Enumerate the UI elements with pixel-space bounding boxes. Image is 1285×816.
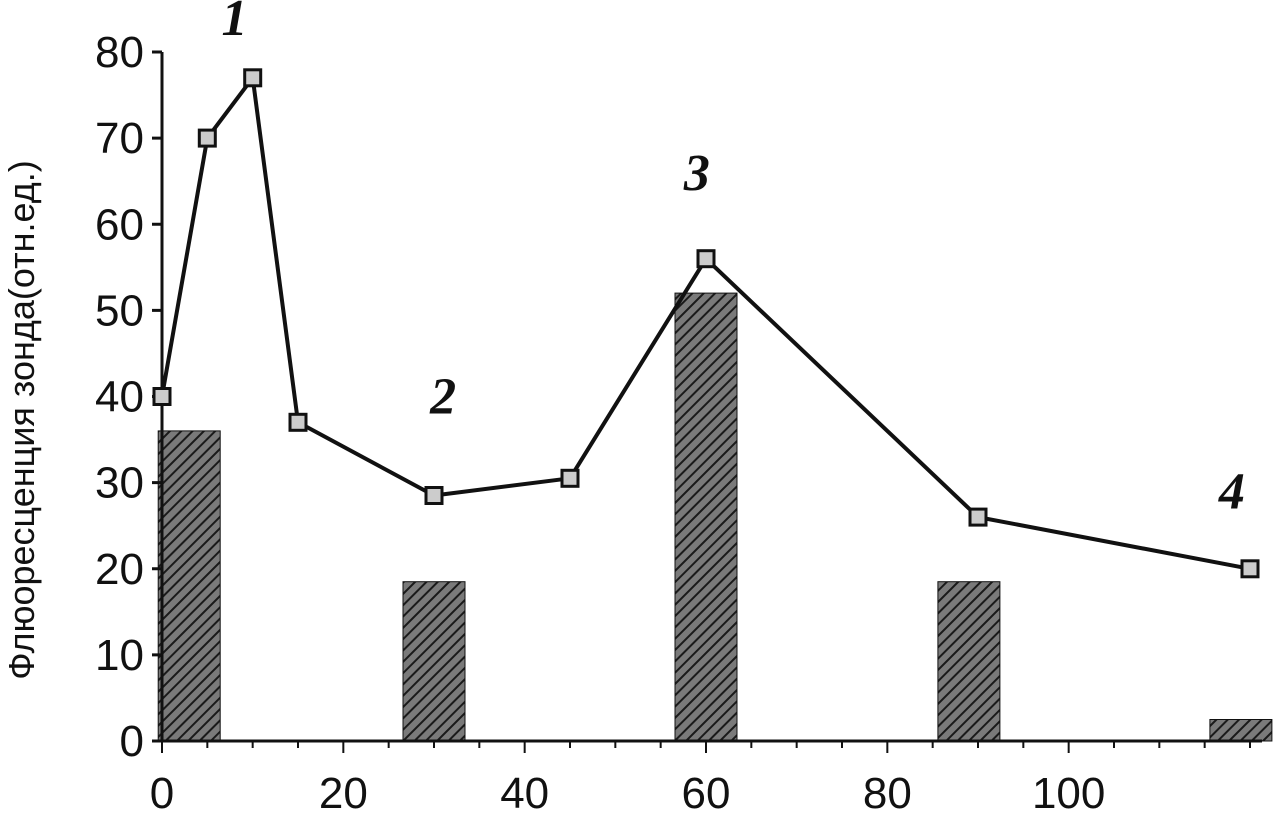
- bar-2: [402, 581, 466, 742]
- line-point-9: [1240, 559, 1260, 579]
- line-point-7: [696, 249, 716, 269]
- y-axis-title: Флюоресценция зонда(отн.ед.): [1, 160, 42, 679]
- annotation-2: 2: [429, 369, 456, 426]
- y-tick-label-30: 30: [95, 459, 144, 508]
- annotation-3: 3: [683, 145, 710, 202]
- line-layer: [152, 68, 1260, 579]
- line-point-6: [560, 468, 580, 488]
- annotations-layer: 1 2 3 4: [222, 0, 1245, 521]
- x-tick-label-80: 80: [863, 769, 912, 816]
- bar-3: [674, 292, 738, 742]
- axes-layer: 0 10 20 30 40 50 60 70 80 0 20 40 60 80 100: [95, 28, 1262, 816]
- y-tick-label-50: 50: [95, 286, 144, 335]
- x-tick-label-20: 20: [319, 769, 368, 816]
- line-point-1: [152, 387, 172, 406]
- y-tick-label-0: 0: [120, 717, 144, 766]
- line-point-4: [288, 412, 308, 432]
- line-point-3: [243, 68, 263, 88]
- y-tick-label-20: 20: [95, 545, 144, 594]
- y-tick-label-60: 60: [95, 200, 144, 249]
- y-tick-label-40: 40: [95, 373, 144, 422]
- line-point-8: [968, 507, 988, 527]
- annotation-1: 1: [222, 0, 248, 47]
- bar-1: [157, 430, 221, 742]
- y-tick-label-70: 70: [95, 114, 144, 163]
- x-tick-label-60: 60: [682, 769, 731, 816]
- y-tick-label-80: 80: [95, 28, 144, 77]
- annotation-4: 4: [1218, 464, 1245, 521]
- bar-4: [937, 581, 1001, 742]
- x-tick-label-0: 0: [150, 769, 174, 816]
- x-tick-label-40: 40: [500, 769, 549, 816]
- line-point-5: [424, 486, 444, 505]
- x-tick-label-100: 100: [1032, 769, 1105, 816]
- y-tick-label-10: 10: [95, 631, 144, 680]
- bar-5: [1209, 719, 1273, 742]
- bars-layer: [157, 292, 1273, 742]
- line-point-2: [197, 128, 217, 148]
